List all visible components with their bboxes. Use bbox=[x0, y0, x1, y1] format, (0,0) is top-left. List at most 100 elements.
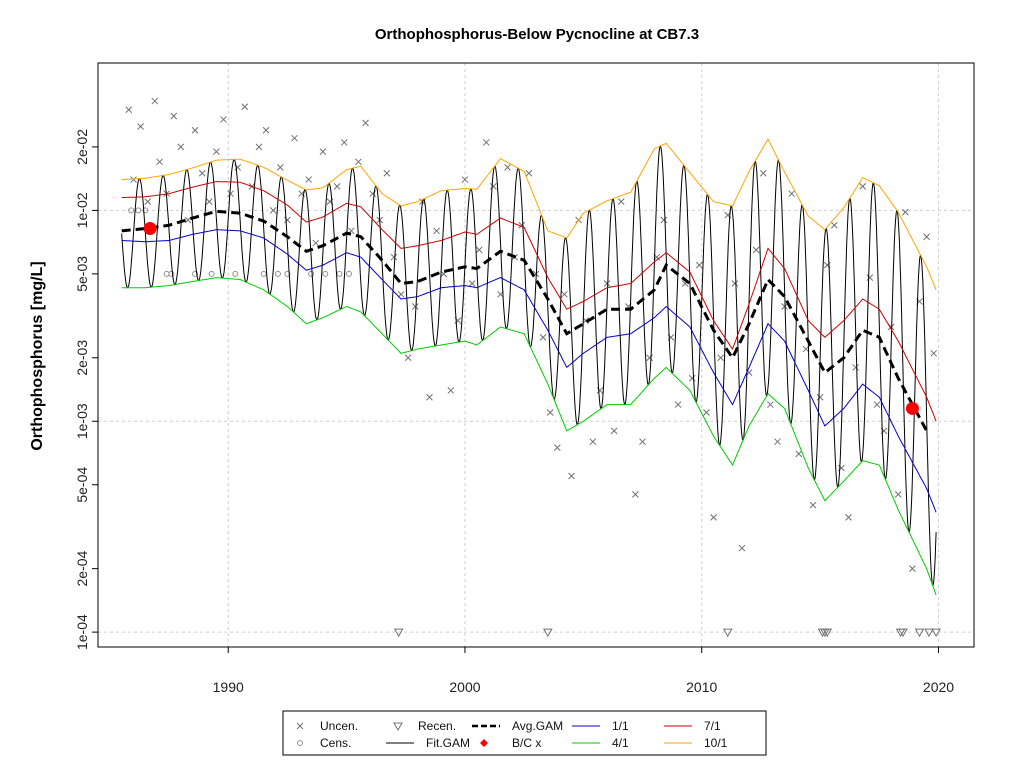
censored-point bbox=[192, 270, 199, 277]
uncensored-point bbox=[177, 143, 185, 151]
legend-box bbox=[282, 710, 767, 756]
uncensored-point bbox=[184, 216, 192, 224]
uncensored-point bbox=[362, 119, 369, 127]
censored-point bbox=[128, 207, 135, 214]
uncensored-point bbox=[809, 501, 817, 509]
uncensored-point bbox=[923, 233, 931, 241]
uncensored-point bbox=[774, 438, 781, 446]
uncensored-point bbox=[340, 139, 348, 146]
uncensored-point bbox=[426, 393, 433, 401]
uncensored-point bbox=[433, 227, 440, 235]
uncensored-point bbox=[227, 190, 234, 198]
uncensored-point bbox=[873, 401, 881, 408]
bc-point bbox=[905, 401, 919, 415]
recensored-point bbox=[393, 628, 404, 638]
censored-point bbox=[284, 270, 291, 277]
x-tick-label: 2010 bbox=[686, 679, 717, 695]
y-tick-label: 1e-04 bbox=[74, 614, 90, 650]
uncensored-point bbox=[525, 169, 533, 177]
legend-label: Avg.GAM bbox=[512, 719, 563, 733]
censored-point bbox=[308, 270, 315, 277]
uncensored-point bbox=[866, 274, 874, 281]
bc-point bbox=[143, 222, 157, 236]
censored-point bbox=[274, 270, 281, 277]
uncensored-point bbox=[845, 514, 852, 521]
uncensored-point bbox=[312, 239, 320, 247]
uncensored-point bbox=[468, 280, 476, 287]
uncensored-point bbox=[632, 491, 639, 498]
uncensored-point bbox=[930, 349, 938, 357]
uncensored-point bbox=[305, 176, 313, 183]
legend-label: Uncen. bbox=[320, 719, 358, 733]
uncensored-point bbox=[674, 401, 682, 408]
uncensored-point bbox=[213, 148, 220, 155]
uncensored-point bbox=[596, 387, 604, 394]
uncensored-point bbox=[411, 303, 419, 310]
censored-point bbox=[336, 270, 343, 277]
censored-point bbox=[142, 207, 149, 214]
legend-symbol-bc bbox=[480, 739, 488, 747]
uncensored-point bbox=[383, 169, 391, 177]
uncensored-point bbox=[852, 364, 859, 371]
censored-point bbox=[260, 270, 267, 277]
censored-point bbox=[345, 270, 352, 277]
uncensored-point bbox=[269, 207, 277, 214]
plot-frame bbox=[97, 62, 975, 648]
recensored-point bbox=[898, 628, 908, 638]
uncensored-point bbox=[738, 544, 746, 552]
uncensored-point bbox=[137, 123, 144, 130]
uncensored-point bbox=[539, 333, 547, 341]
uncensored-point bbox=[546, 409, 554, 416]
x-tick-label: 1990 bbox=[213, 679, 244, 695]
legend-label: Fit.GAM bbox=[426, 736, 470, 750]
uncensored-point bbox=[333, 183, 341, 190]
legend-label: 1/1 bbox=[612, 719, 629, 733]
uncensored-point bbox=[816, 393, 824, 401]
uncensored-point bbox=[568, 472, 575, 480]
legend-symbol-uncen bbox=[296, 722, 304, 730]
uncensored-point bbox=[781, 303, 788, 310]
uncensored-point bbox=[262, 126, 270, 134]
recensored-point bbox=[924, 628, 934, 638]
censored-point bbox=[168, 270, 175, 277]
uncensored-point bbox=[144, 198, 152, 206]
uncensored-point bbox=[205, 198, 213, 206]
recensored-point bbox=[542, 628, 553, 638]
uncensored-point bbox=[901, 208, 909, 216]
fit-gam-layer bbox=[121, 145, 937, 587]
uncensored-point bbox=[482, 139, 490, 146]
legend-label: Recen. bbox=[418, 719, 456, 733]
uncensored-point bbox=[255, 143, 263, 151]
uncensored-point bbox=[125, 106, 133, 114]
uncensored-point bbox=[151, 97, 159, 105]
chart-title: Orthophosphorus-Below Pycnocline at CB7.… bbox=[375, 26, 699, 43]
recensored-point bbox=[822, 628, 833, 638]
uncensored-point bbox=[767, 401, 774, 408]
uncensored-point bbox=[319, 148, 327, 155]
y-tick-label: 5e-04 bbox=[74, 467, 90, 503]
uncensored-point bbox=[447, 387, 455, 394]
uncensored-point bbox=[710, 514, 717, 521]
legend-label: B/C x bbox=[512, 736, 541, 750]
y-tick-label: 1e-02 bbox=[74, 192, 90, 228]
uncensored-point bbox=[390, 253, 398, 261]
uncensored-point bbox=[617, 198, 625, 206]
uncensored-point bbox=[276, 163, 284, 171]
y-axis-label: Orthophosphorus [mg/L] bbox=[29, 261, 46, 450]
uncensored-point bbox=[198, 169, 206, 177]
legend-label: 7/1 bbox=[704, 719, 721, 733]
legend-label: 10/1 bbox=[704, 736, 728, 750]
y-tick-label: 1e-03 bbox=[74, 403, 90, 439]
uncensored-point bbox=[646, 354, 653, 362]
recensored-point bbox=[931, 628, 941, 638]
uncensored-point bbox=[355, 158, 362, 166]
y-tick-label: 2e-03 bbox=[74, 340, 90, 376]
recensored-point bbox=[722, 628, 733, 638]
uncensored-point bbox=[490, 183, 497, 190]
legend: Uncen. Cens. Recen. Fit.GAM Avg.GAM B/C x 1/1 4… bbox=[282, 710, 767, 756]
uncensored-point bbox=[561, 290, 568, 298]
series-line-7-1 bbox=[121, 181, 937, 422]
uncensored-point bbox=[802, 345, 810, 353]
uncensored-point bbox=[696, 261, 703, 269]
uncensored-point bbox=[404, 354, 412, 362]
